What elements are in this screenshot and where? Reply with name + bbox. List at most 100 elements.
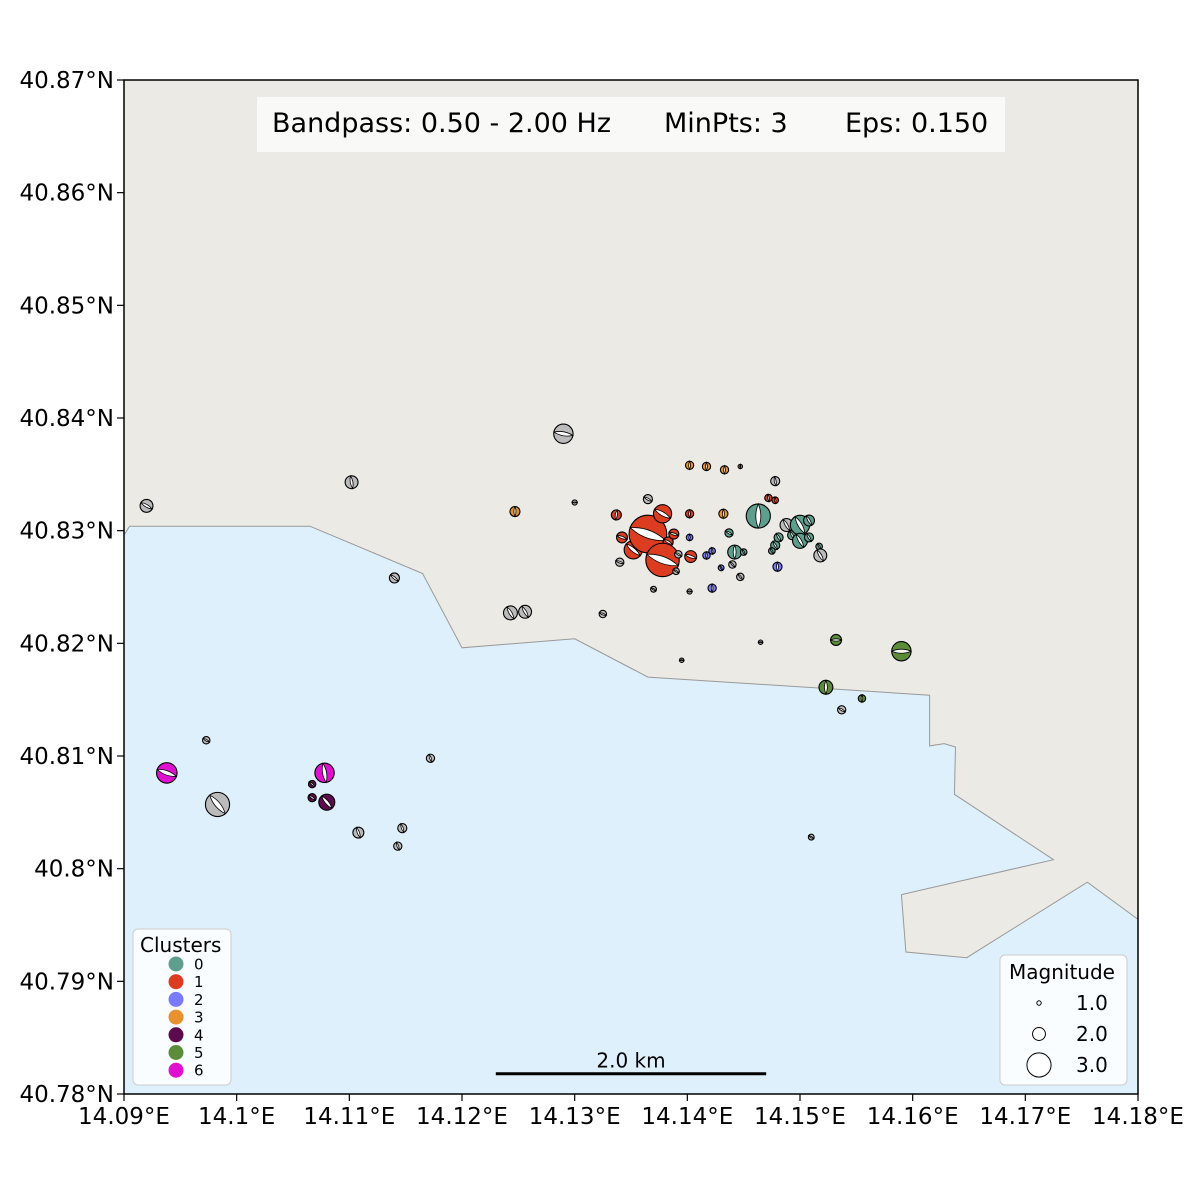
bandpass-text: Bandpass: 0.50 - 2.00 Hz	[272, 108, 611, 139]
event-beachball	[684, 550, 698, 564]
plot-frame	[123, 79, 1139, 1095]
magnitude-legend-label: 1.0	[1076, 991, 1108, 1015]
y-tick-label: 40.85°N	[19, 293, 114, 319]
cluster-legend-swatch	[168, 1027, 184, 1043]
event-beachball	[702, 550, 711, 561]
event-beachball	[628, 514, 668, 554]
event-beachball	[727, 544, 743, 561]
event-beachball	[802, 514, 816, 527]
event-beachball	[344, 474, 359, 490]
cluster-legend-swatch	[168, 1062, 184, 1078]
cluster-legend-title: Clusters	[140, 933, 221, 957]
event-beachball	[352, 826, 365, 839]
event-beachball	[623, 540, 643, 560]
parameters-box: Bandpass: 0.50 - 2.00 Hz MinPts: 3 Eps: …	[257, 97, 1005, 152]
event-beachball	[156, 762, 178, 784]
magnitude-legend-label: 2.0	[1076, 1022, 1108, 1046]
event-beachball	[652, 504, 673, 524]
event-beachball	[707, 582, 717, 594]
x-tick-label: 14.13°E	[529, 1104, 621, 1130]
event-beachball	[307, 793, 317, 803]
event-beachball	[610, 508, 622, 521]
map-area[interactable]	[124, 80, 1138, 1094]
magnitude-legend-title: Magnitude	[1009, 960, 1115, 984]
event-beachball	[837, 705, 847, 715]
event-beachball	[502, 605, 518, 621]
event-beachball	[857, 693, 867, 704]
event-beachball	[745, 502, 771, 530]
event-beachball	[773, 532, 784, 543]
event-beachball	[757, 639, 764, 645]
event-beachball	[772, 561, 783, 573]
event-beachball	[736, 572, 745, 582]
event-beachball	[684, 460, 695, 471]
magnitude-legend-marker	[1036, 1000, 1042, 1006]
event-beachball	[803, 532, 815, 543]
y-tick-label: 40.84°N	[19, 406, 114, 432]
x-tick-label: 14.09°E	[78, 1104, 170, 1130]
event-beachball	[571, 499, 579, 506]
event-beachball	[388, 572, 400, 584]
event-beachball	[771, 495, 780, 505]
event-beachball	[614, 557, 625, 567]
y-tick-label: 40.79°N	[19, 969, 114, 995]
event-beachball	[645, 542, 680, 578]
cluster-legend-swatch	[168, 991, 184, 1007]
y-tick-label: 40.78°N	[19, 1082, 114, 1108]
event-beachball	[642, 494, 654, 505]
event-beachball	[724, 528, 734, 538]
x-tick-label: 14.15°E	[754, 1104, 846, 1130]
event-beachball	[518, 604, 533, 619]
cluster-legend-swatch	[168, 956, 184, 972]
event-beachball	[425, 753, 436, 764]
magnitude-legend: Magnitude 1.0 2.0 3.0	[999, 954, 1128, 1086]
x-tick-label: 14.17°E	[979, 1104, 1071, 1130]
x-tick-label: 14.1°E	[198, 1104, 275, 1130]
event-beachball	[139, 498, 154, 513]
event-beachball	[678, 657, 685, 663]
event-beachball	[739, 548, 748, 556]
event-beachball	[728, 560, 737, 569]
cluster-legend-label: 5	[194, 1044, 204, 1062]
event-beachball	[668, 528, 680, 540]
y-axis: 40.87°N 40.86°N 40.85°N 40.84°N 40.83°N 40.82…	[19, 68, 124, 1108]
x-tick-label: 14.18°E	[1092, 1104, 1184, 1130]
event-beachball	[650, 585, 658, 593]
cluster-legend-swatch	[168, 1045, 184, 1060]
scale-bar-label: 2.0 km	[596, 1049, 665, 1073]
event-beachball	[204, 791, 231, 818]
x-tick-label: 14.16°E	[867, 1104, 959, 1130]
earthquake-events	[139, 423, 913, 851]
cluster-legend-label: 3	[194, 1009, 204, 1027]
cluster-legend-label: 4	[194, 1026, 204, 1044]
cluster-legend-label: 6	[194, 1062, 204, 1080]
event-beachball	[509, 505, 521, 518]
x-tick-label: 14.14°E	[641, 1104, 733, 1130]
magnitude-legend-marker	[1026, 1052, 1052, 1078]
event-beachball	[397, 822, 408, 834]
cluster-legend-label: 2	[194, 991, 204, 1009]
event-beachball	[307, 779, 317, 789]
y-tick-label: 40.83°N	[19, 519, 114, 545]
x-tick-label: 14.11°E	[303, 1104, 395, 1130]
y-tick-label: 40.87°N	[19, 68, 114, 94]
magnitude-legend-label: 3.0	[1076, 1053, 1108, 1077]
event-beachball	[829, 633, 843, 646]
event-beachball	[686, 588, 694, 595]
event-beachball	[318, 793, 336, 811]
y-tick-label: 40.81°N	[19, 744, 114, 770]
event-beachball	[764, 493, 773, 503]
event-beachball	[717, 564, 725, 572]
event-beachball	[201, 735, 211, 745]
minpts-text: MinPts: 3	[664, 108, 788, 139]
event-beachball	[674, 550, 683, 559]
event-beachball	[314, 762, 335, 784]
event-beachball	[552, 423, 574, 444]
event-beachball	[701, 461, 712, 472]
event-beachball	[393, 841, 403, 851]
cluster-legend-swatch	[168, 1009, 184, 1025]
event-beachball	[737, 463, 744, 470]
event-beachball	[807, 833, 815, 841]
cluster-legend-label: 1	[194, 973, 204, 991]
